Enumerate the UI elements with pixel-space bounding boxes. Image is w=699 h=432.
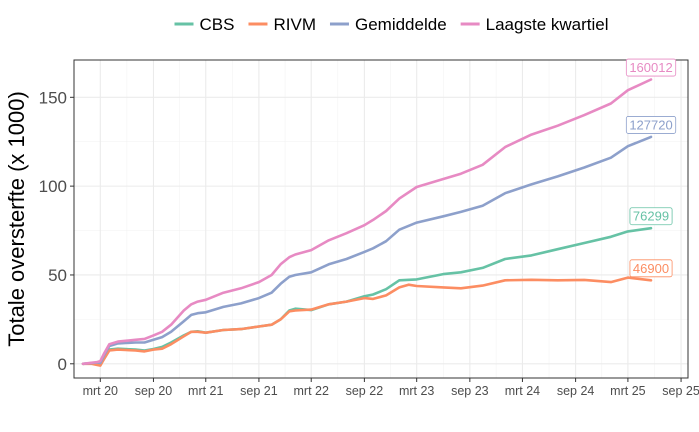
end-label-box	[625, 116, 677, 134]
y-tick-label: 100	[39, 177, 67, 196]
y-tick-label: 50	[48, 266, 67, 285]
x-tick-label: mrt 22	[294, 384, 329, 398]
series-lines	[81, 78, 653, 367]
end-label-box	[629, 207, 673, 226]
x-tick-label: sep 22	[346, 384, 384, 398]
y-tick-label: 150	[39, 88, 67, 107]
y-axis-title: Totale oversterfte (x 1000)	[4, 91, 29, 347]
x-tick-label: sep 24	[557, 384, 595, 398]
grid-major	[74, 60, 688, 378]
legend-label: Laagste kwartiel	[486, 15, 609, 34]
legend-item-cbs: CBS	[174, 15, 235, 34]
x-tick-label: sep 21	[240, 384, 278, 398]
x-tick-label: sep 25	[662, 384, 699, 398]
end-label-text: 46900	[633, 261, 669, 276]
series-line-rivm	[81, 276, 653, 367]
legend-label: RIVM	[273, 15, 316, 34]
end-label-box	[625, 58, 677, 77]
end-label-text: 160012	[629, 60, 672, 75]
end-label-box	[629, 259, 673, 278]
x-tick-label: mrt 21	[188, 384, 223, 398]
x-tick-label: mrt 24	[505, 384, 540, 398]
legend-label: CBS	[200, 15, 235, 34]
x-tick-label: mrt 25	[610, 384, 645, 398]
x-tick-label: mrt 23	[399, 384, 434, 398]
end-label-cbs: 76299	[629, 207, 673, 226]
series-line-laagste-kwartiel	[81, 78, 653, 366]
end-label-gemiddelde: 127720	[625, 116, 677, 134]
x-tick-label: sep 23	[451, 384, 489, 398]
x-tick-label: sep 20	[135, 384, 173, 398]
y-axis: 0 50 100 150	[39, 88, 74, 374]
end-label-text: 76299	[633, 209, 669, 224]
end-label-rivm: 46900	[629, 259, 673, 278]
x-tick-label: mrt 20	[83, 384, 118, 398]
legend-item-gemiddelde: Gemiddelde	[329, 15, 447, 34]
plot-panel-border	[73, 59, 689, 379]
legend-item-rivm: RIVM	[248, 15, 316, 34]
legend-item-laagste-kwartiel: Laagste kwartiel	[460, 15, 609, 34]
y-tick-label: 0	[58, 355, 67, 374]
legend: CBS RIVM Gemiddelde Laagste kwartiel	[174, 15, 609, 34]
x-axis: mrt 20 sep 20 mrt 21 sep 21 mrt 22 sep 22 mrt …	[83, 378, 699, 398]
end-label-text: 127720	[629, 117, 672, 132]
end-labels: 76299 46900 127720 160012	[625, 58, 677, 278]
series-line-gemiddelde	[81, 135, 653, 366]
end-label-laagste-kwartiel: 160012	[625, 58, 677, 77]
plot-panel	[73, 59, 689, 379]
legend-label: Gemiddelde	[355, 15, 447, 34]
